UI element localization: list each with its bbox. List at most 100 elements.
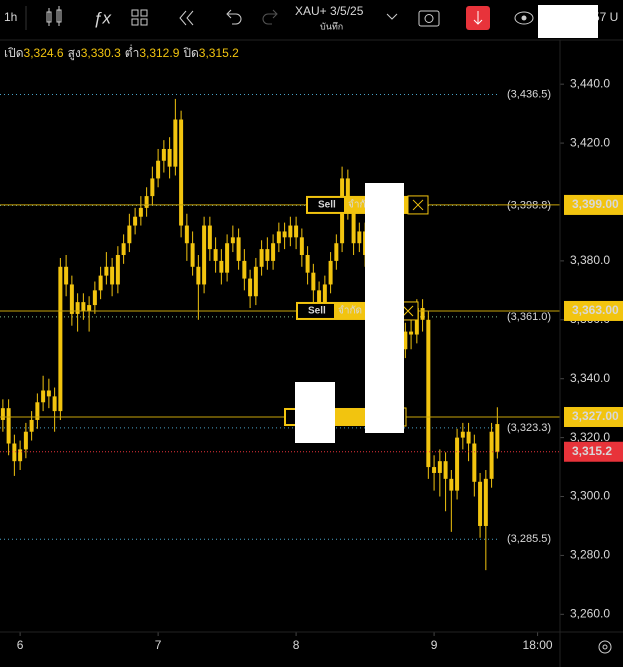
candle-body	[69, 284, 74, 314]
candle-body	[495, 424, 500, 452]
y-tick-label: 3,440.0	[570, 76, 610, 90]
replay-icon[interactable]	[179, 10, 194, 26]
order-side-box	[298, 303, 334, 318]
candle-body	[351, 207, 356, 244]
low-label: ต่ำ	[125, 44, 140, 60]
candle-body	[150, 178, 155, 197]
candle-body	[35, 402, 40, 420]
redo-icon[interactable]	[262, 9, 278, 25]
y-tick-label: 3,320.0	[570, 430, 610, 444]
candle-body	[23, 431, 28, 450]
candle-body	[455, 437, 460, 491]
close-label: ปิด	[183, 46, 199, 60]
candle-body	[121, 243, 126, 256]
candle-body	[460, 431, 465, 438]
order-side-box	[308, 197, 344, 212]
candle-body	[478, 481, 483, 526]
candle-body	[138, 207, 143, 217]
open-value: 3,324.6	[24, 46, 64, 60]
order-text: จำกัด	[348, 200, 372, 211]
candle-body	[483, 478, 488, 526]
candle-body	[432, 467, 437, 473]
candle-body	[110, 266, 115, 285]
save-label[interactable]: บันทึก	[320, 21, 343, 31]
settings-icon[interactable]	[598, 640, 612, 654]
candle-body	[115, 255, 120, 285]
symbol[interactable]: XAU+ 3/5/25	[295, 4, 364, 18]
redaction	[365, 183, 404, 433]
candle-body	[236, 237, 241, 261]
candle-body	[317, 290, 322, 303]
candle-body	[334, 243, 339, 261]
candle-body	[230, 237, 235, 244]
order-text: จำกัด	[338, 306, 362, 317]
dropdown-icon[interactable]	[386, 13, 398, 20]
candle-body	[299, 237, 304, 256]
candle-body	[328, 260, 333, 285]
candle-body	[18, 449, 23, 462]
candle-body	[98, 275, 103, 291]
candle-body	[0, 408, 5, 420]
candle-body	[190, 243, 195, 267]
candle-body	[345, 178, 350, 208]
candle-body	[46, 390, 51, 397]
candle-body	[305, 255, 310, 273]
candle-body	[437, 461, 442, 473]
order-side: Sell	[318, 200, 336, 211]
interval[interactable]: 1h	[4, 10, 17, 24]
candle-body	[472, 443, 477, 482]
candle-body	[161, 148, 166, 161]
candle-body	[29, 419, 34, 432]
y-tick-label: 3,280.0	[570, 548, 610, 562]
candle-body	[167, 148, 172, 167]
eye-icon[interactable]	[514, 11, 534, 25]
candle-body	[173, 119, 178, 167]
candle-body	[466, 431, 471, 444]
low-value: 3,312.9	[139, 46, 179, 60]
y-tick-label: 3,380.0	[570, 253, 610, 267]
candle-body	[156, 160, 161, 179]
level-label: (3,323.3)	[507, 422, 551, 434]
candle-icon[interactable]	[46, 6, 62, 26]
candle-body	[225, 243, 230, 273]
candle-body	[133, 216, 138, 226]
x-tick-label: 18:00	[523, 638, 553, 652]
layout-icon[interactable]	[131, 9, 148, 26]
candle-body	[259, 249, 264, 267]
candle-body	[213, 249, 218, 261]
candle-body	[322, 284, 327, 303]
high-label: สูง	[68, 46, 81, 61]
redaction	[538, 5, 598, 38]
candle-body	[58, 266, 63, 412]
candle-body	[403, 331, 408, 350]
candle-body	[6, 408, 11, 444]
ohlc-header: เปิด3,324.6 สูง3,330.3 ต่ำ3,312.9 ปิด3,315.…	[4, 44, 239, 61]
camera-icon[interactable]	[418, 10, 440, 27]
candle-body	[41, 390, 46, 403]
indicator-icon[interactable]: ƒx	[93, 8, 111, 27]
level-label: (3,361.0)	[507, 311, 551, 323]
candle-body	[265, 249, 270, 261]
candle-body	[242, 260, 247, 279]
redaction	[295, 382, 335, 443]
candle-body	[443, 461, 448, 479]
undo-icon[interactable]	[226, 9, 242, 25]
x-tick-label: 9	[431, 638, 438, 652]
order-price-label: 3,399.00	[572, 197, 619, 211]
balance: 57 U	[593, 10, 618, 24]
candle-body	[92, 290, 97, 306]
order-price-box	[564, 406, 623, 427]
candle-body	[248, 278, 253, 297]
candle-body	[420, 308, 425, 320]
cancel-icon	[412, 199, 424, 211]
candle-body	[64, 266, 69, 285]
order-price-box	[564, 300, 623, 321]
candle-body	[179, 119, 184, 226]
toolbar: 1h ƒx XAU+ 3/5/25 บันทึก 57 U	[0, 4, 623, 41]
candle-body	[276, 231, 281, 244]
candle-body	[253, 266, 258, 297]
x-tick-label: 6	[17, 638, 24, 652]
